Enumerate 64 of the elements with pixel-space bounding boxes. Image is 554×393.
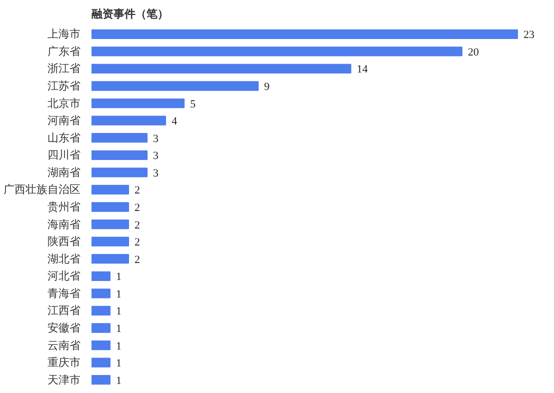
bar [92,236,130,246]
y-tick-label: 贵州省 [48,200,80,214]
data-label: 2 [134,236,140,249]
data-label: 1 [116,358,122,370]
y-tick-label: 安徽省 [48,322,80,334]
data-label: 5 [190,98,196,110]
y-tick-label: 湖南省 [48,166,80,179]
y-tick-label: 云南省 [48,338,80,352]
data-label: 20 [468,46,480,58]
y-tick-label: 河南省 [48,114,80,128]
y-tick-label: 北京市 [48,96,80,110]
data-label: 4 [172,116,178,128]
bar [92,340,111,350]
bar [92,254,130,264]
bar [92,358,111,368]
y-tick-label: 四川省 [48,148,80,162]
bar [92,288,111,298]
data-label: 1 [116,323,122,335]
y-tick-label: 陕西省 [48,235,80,248]
bar [92,64,352,74]
bar [92,116,166,126]
data-label: 23 [523,29,535,42]
y-tick-label: 山东省 [48,131,80,144]
bar [92,81,259,91]
data-label: 2 [134,219,140,232]
data-label: 1 [116,374,122,387]
y-tick-label: 青海省 [48,286,80,300]
data-label: 1 [116,271,122,284]
data-label: 1 [116,288,122,300]
bar [92,168,148,178]
bar [92,150,148,160]
bar [92,29,518,39]
bar [92,375,111,385]
bar [92,306,111,316]
chart-title: 融资事件（笔） [92,8,168,20]
data-label: 1 [116,306,122,318]
bar [92,271,111,281]
data-label: 3 [153,132,160,145]
y-tick-label: 浙江省 [48,62,80,76]
data-label: 1 [116,340,122,352]
bar [92,133,148,143]
y-tick-label: 江苏省 [48,80,80,92]
data-label: 9 [264,81,270,93]
y-tick-label: 广东省 [48,44,80,58]
data-label: 2 [134,184,140,197]
bar [92,219,130,230]
bar [92,323,111,333]
y-tick-label: 广西壮族自治区 [4,183,80,196]
data-label: 3 [153,150,160,162]
bar [92,202,130,212]
y-tick-label: 河北省 [48,270,80,283]
data-label: 2 [134,202,140,214]
y-tick-label: 天津市 [48,373,80,386]
bar [92,98,185,108]
y-tick-label: 海南省 [48,218,80,231]
y-tick-label: 江西省 [48,304,80,318]
y-tick-label: 湖北省 [48,252,80,266]
data-label: 14 [356,64,368,76]
data-label: 2 [134,254,140,266]
y-tick-label: 重庆市 [48,356,80,370]
bar [92,184,130,195]
data-label: 3 [153,167,160,180]
y-tick-label: 上海市 [48,28,80,41]
bar [92,46,462,56]
